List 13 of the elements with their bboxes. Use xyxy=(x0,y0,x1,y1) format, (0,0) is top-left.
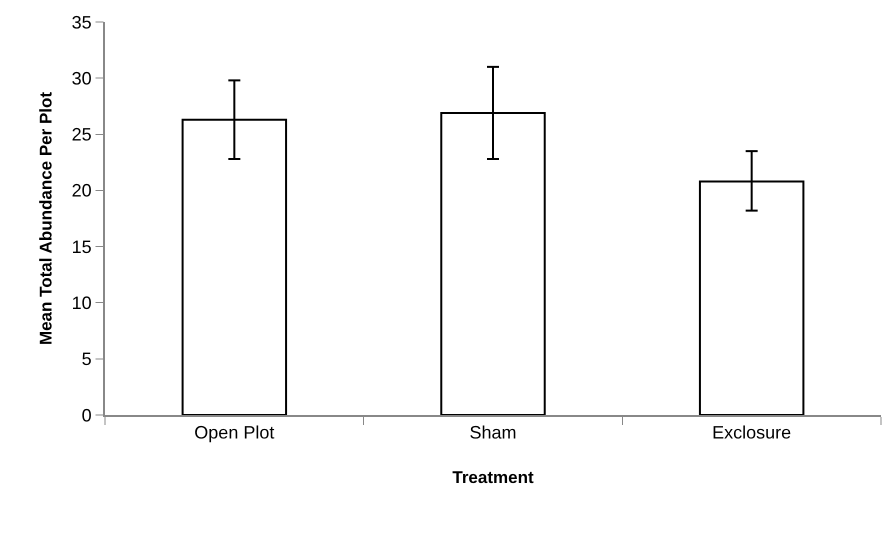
y-tick-label: 15 xyxy=(72,236,92,257)
y-tick-label: 35 xyxy=(72,12,92,32)
y-tick-label: 5 xyxy=(82,349,92,370)
y-tick-label: 20 xyxy=(72,180,92,201)
y-tick-label: 25 xyxy=(72,124,92,145)
y-tick-label: 30 xyxy=(72,68,92,88)
x-tick-label: Sham xyxy=(469,422,517,442)
x-tick-label: Open Plot xyxy=(194,422,274,442)
y-tick-label: 0 xyxy=(82,405,92,426)
x-tick-label: Exclosure xyxy=(712,422,792,442)
x-axis-title: Treatment xyxy=(452,468,534,488)
y-axis-title: Mean Total Abundance Per Plot xyxy=(36,92,56,346)
y-tick-label: 10 xyxy=(72,293,92,314)
